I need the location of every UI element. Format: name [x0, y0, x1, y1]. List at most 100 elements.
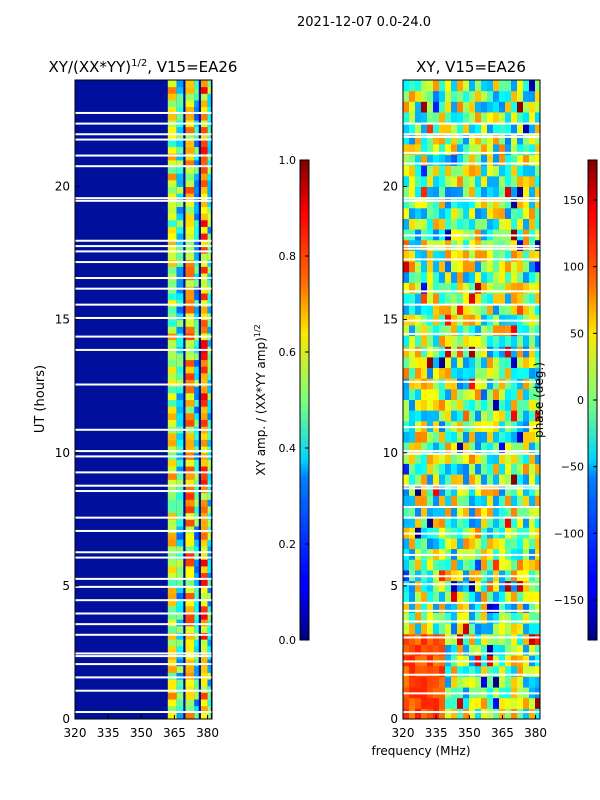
amplitude-texture-cell	[176, 599, 184, 607]
phase-texture-cell	[415, 261, 422, 273]
phase-texture-cell	[463, 537, 470, 550]
amplitude-texture-cell	[200, 159, 208, 168]
amplitude-texture-cell	[200, 619, 208, 627]
phase-texture-cell	[529, 399, 536, 411]
phase-flag-line	[403, 348, 540, 351]
phase-texture-cell	[475, 516, 482, 528]
phase-texture-cell	[529, 90, 536, 102]
phase-flag-line	[403, 122, 540, 125]
phase-texture-cell	[517, 463, 524, 475]
phase-texture-cell	[517, 708, 524, 719]
phase-texture-cell	[529, 537, 536, 550]
phase-texture-cell	[535, 218, 540, 230]
amplitude-texture-cell	[207, 139, 211, 148]
phase-texture-cell	[535, 165, 540, 177]
amplitude-texture-cell	[194, 312, 199, 321]
phase-texture-cell	[523, 175, 530, 187]
phase-texture-cell	[451, 335, 458, 347]
amplitude-texture-cell	[207, 665, 211, 673]
phase-texture-cell	[493, 484, 500, 496]
amplitude-flag-line	[75, 277, 212, 280]
phase-texture-cell	[499, 559, 506, 571]
phase-texture-cell	[517, 399, 524, 411]
amplitude-texture-cell	[167, 579, 177, 587]
phase-texture-cell	[463, 559, 470, 571]
phase-texture-cell	[529, 580, 536, 592]
phase-texture-cell	[409, 474, 416, 486]
phase-texture-cell	[511, 612, 518, 624]
phase-texture-cell	[469, 111, 476, 124]
phase-texture-cell	[451, 665, 458, 677]
phase-texture-cell	[427, 154, 434, 166]
amplitude-texture-cell	[185, 552, 195, 560]
amplitude-texture-cell	[176, 545, 184, 554]
phase-texture-cell	[517, 644, 524, 656]
phase-texture-cell	[505, 442, 512, 454]
amplitude-texture-cell	[200, 585, 208, 594]
phase-texture-cell	[433, 165, 440, 177]
phase-texture-cell	[451, 378, 458, 390]
phase-texture-cell	[463, 207, 470, 219]
phase-texture-cell	[403, 410, 410, 422]
phase-texture-cell	[403, 388, 410, 400]
phase-texture-cell	[511, 591, 518, 603]
amplitude-texture-cell	[167, 86, 177, 94]
amplitude-texture-cell	[167, 419, 177, 427]
amplitude-texture-cell	[194, 99, 199, 108]
phase-texture-cell	[445, 101, 452, 113]
phase-texture-cell	[403, 175, 410, 187]
amplitude-texture-cell	[207, 545, 211, 554]
phase-texture-cell	[403, 633, 410, 645]
phase-texture-cell	[505, 431, 512, 443]
phase-texture-cell	[445, 207, 452, 219]
phase-texture-cell	[493, 516, 500, 528]
phase-texture-cell	[487, 591, 494, 603]
phase-texture-cell	[493, 399, 500, 411]
phase-texture-cell	[433, 90, 440, 102]
amplitude-texture-cell	[207, 639, 211, 647]
phase-texture-cell	[481, 207, 488, 219]
phase-texture-cell	[421, 101, 428, 113]
phase-texture-cell	[517, 442, 524, 454]
phase-texture-cell	[463, 633, 470, 645]
amplitude-texture-cell	[176, 159, 184, 168]
amplitude-texture-cell	[200, 512, 208, 520]
phase-texture-cell	[499, 665, 506, 677]
phase-texture-cell	[475, 452, 482, 464]
phase-texture-cell	[505, 165, 512, 177]
amplitude-texture-cell	[176, 326, 184, 334]
phase-texture-cell	[439, 580, 446, 592]
phase-texture-cell	[481, 90, 488, 102]
phase-flag-line	[403, 426, 540, 429]
phase-texture-cell	[403, 399, 410, 411]
phase-texture-cell	[523, 484, 530, 496]
phase-texture-cell	[481, 197, 488, 209]
phase-texture-cell	[511, 623, 518, 635]
phase-texture-cell	[445, 463, 452, 475]
phase-texture-cell	[475, 207, 482, 219]
phase-texture-cell	[517, 378, 524, 390]
amplitude-texture-cell	[185, 306, 195, 314]
amplitude-texture-cell	[167, 459, 177, 467]
phase-colorbar-tick-label: 0	[577, 394, 584, 407]
amplitude-texture-cell	[200, 532, 208, 540]
phase-texture-cell	[529, 250, 536, 262]
phase-texture-cell	[427, 197, 434, 209]
phase-texture-cell	[475, 90, 482, 102]
amplitude-texture-cell	[200, 486, 208, 494]
amplitude-texture-cell	[167, 585, 177, 594]
phase-texture-cell	[529, 452, 536, 464]
phase-texture-cell	[445, 601, 452, 613]
phase-texture-cell	[433, 442, 440, 454]
phase-texture-cell	[493, 591, 500, 603]
phase-texture-cell	[487, 452, 494, 464]
amplitude-texture-cell	[176, 352, 184, 361]
phase-texture-cell	[505, 271, 512, 283]
amplitude-texture-cell	[176, 226, 184, 234]
phase-flag-line	[403, 506, 540, 508]
phase-texture-cell	[415, 165, 422, 177]
phase-texture-cell	[481, 218, 488, 230]
phase-texture-cell	[451, 623, 458, 635]
phase-flag-line	[403, 135, 540, 138]
amp-y-tick-label: 5	[62, 579, 70, 593]
